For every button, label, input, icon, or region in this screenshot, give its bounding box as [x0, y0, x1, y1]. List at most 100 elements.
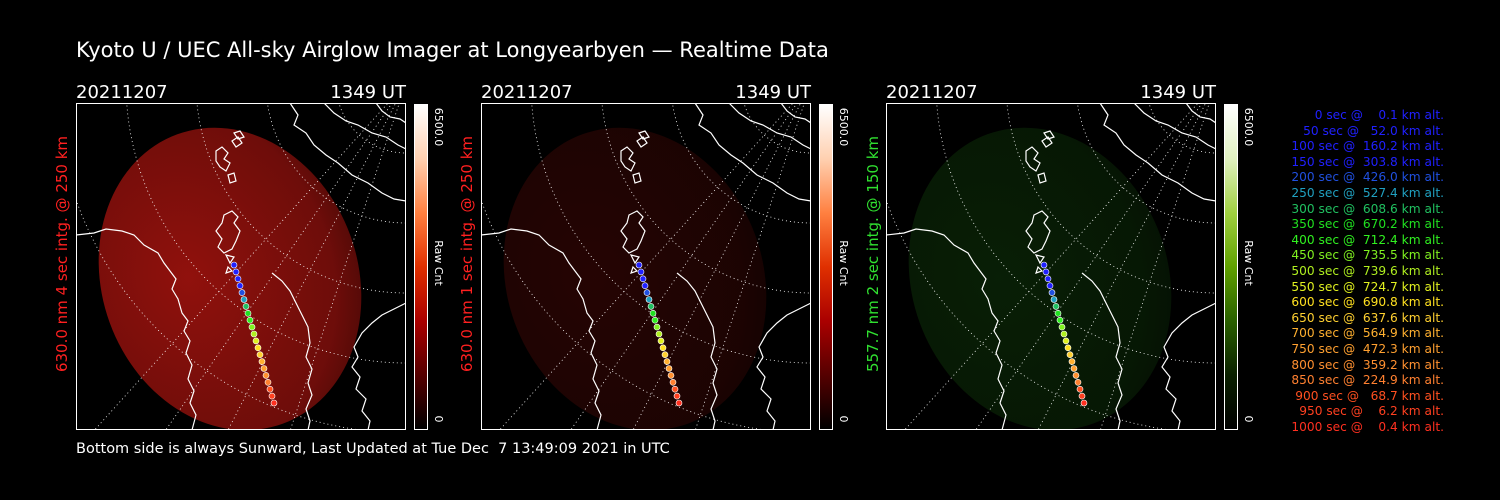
panel-2-map	[481, 103, 811, 430]
coastline	[756, 302, 811, 430]
coastline	[629, 254, 640, 265]
trajectory-point	[1076, 385, 1084, 393]
trajectory-point	[657, 337, 665, 345]
trajectory-point	[1062, 337, 1070, 345]
trajectory-point	[240, 296, 248, 303]
coastline	[351, 302, 406, 430]
coastline	[1161, 302, 1216, 430]
trajectory-point	[236, 282, 244, 289]
trajectory-point	[1040, 261, 1048, 269]
coastline	[780, 103, 811, 124]
longitude-grid-line	[1099, 103, 1210, 430]
legend-row: 250 sec @ 527.4 km alt.	[1291, 185, 1444, 200]
trajectory-point	[637, 268, 645, 276]
trajectory-point	[1054, 310, 1062, 317]
coastline	[76, 228, 197, 430]
coastline	[233, 130, 245, 140]
coastline	[1034, 254, 1045, 265]
longitude-grid-line	[694, 103, 805, 430]
trajectory-point	[248, 323, 256, 331]
legend-row: 500 sec @ 739.6 km alt.	[1291, 263, 1444, 278]
panel-3-colorbar	[1224, 104, 1238, 430]
map-frame	[886, 103, 1216, 430]
trajectory-point	[1058, 323, 1066, 331]
panel-2-colorbar-unit: Raw Cnt	[837, 240, 850, 286]
footer-status: Bottom side is always Sunward, Last Upda…	[76, 441, 670, 457]
panel-3-time: 1349 UT	[1140, 82, 1216, 103]
legend-row: 400 sec @ 712.4 km alt.	[1291, 232, 1444, 247]
trajectory-point	[663, 358, 671, 365]
coastline	[289, 103, 406, 202]
panel-3-colorbar-max: 6500.0	[1242, 107, 1255, 147]
panel-3-map	[886, 103, 1216, 430]
coastline	[1025, 210, 1051, 254]
panel-2-ylabel: 630.0 nm 1 sec intg. @ 250 km	[458, 135, 476, 373]
coastline	[620, 146, 636, 172]
legend-row: 650 sec @ 637.6 km alt.	[1291, 310, 1444, 325]
panel-2: 20211207 1349 UT	[481, 82, 811, 430]
trajectory-point	[1060, 330, 1068, 338]
trajectory-point	[673, 392, 681, 400]
coastline	[1081, 272, 1123, 430]
legend-row: 450 sec @ 735.5 km alt.	[1291, 248, 1444, 263]
coastline	[323, 103, 406, 150]
coastline	[676, 272, 718, 430]
trajectory-point	[645, 296, 653, 303]
trajectory-point	[1064, 344, 1072, 352]
legend-row: 1000 sec @ 0.4 km alt.	[1291, 419, 1444, 434]
coastline	[1043, 130, 1055, 140]
trajectory-point	[252, 337, 260, 345]
panel-2-colorbar-max: 6500.0	[837, 107, 850, 147]
panel-1-colorbar-unit: Raw Cnt	[432, 240, 445, 286]
trajectory-point	[266, 385, 274, 393]
trajectory-point	[262, 372, 270, 379]
coastline	[215, 210, 241, 254]
legend-row: 200 sec @ 426.0 km alt.	[1291, 170, 1444, 185]
coastline	[630, 265, 639, 274]
trajectory-point	[256, 351, 264, 358]
airglow-image	[98, 127, 362, 430]
trajectory-point	[635, 261, 643, 269]
panel-1-colorbar	[414, 104, 428, 430]
panel-2-time: 1349 UT	[735, 82, 811, 103]
trajectory-point	[1074, 378, 1082, 386]
legend-row: 0 sec @ 0.1 km alt.	[1314, 108, 1444, 122]
coastline	[1185, 103, 1216, 124]
legend-row: 850 sec @ 224.9 km alt.	[1291, 373, 1444, 388]
longitude-grid-line	[289, 103, 400, 430]
coastline	[224, 254, 235, 265]
panel-3: 20211207 1349 UT	[886, 82, 1216, 430]
legend-row: 600 sec @ 690.8 km alt.	[1291, 295, 1444, 310]
airglow-image	[908, 127, 1172, 430]
panel-1-colorbar-min: 0	[432, 415, 445, 423]
longitude-grid-line	[94, 103, 389, 430]
map-frame	[481, 103, 811, 430]
coastline	[231, 136, 243, 148]
panel-3-date: 20211207	[886, 82, 978, 103]
coastline	[1099, 103, 1216, 202]
trajectory-point	[264, 378, 272, 386]
legend-row: 800 sec @ 359.2 km alt.	[1291, 357, 1444, 372]
trajectory-point	[643, 289, 651, 296]
legend-row: 50 sec @ 52.0 km alt.	[1303, 123, 1444, 138]
panel-1-ylabel: 630.0 nm 4 sec intg. @ 250 km	[53, 135, 71, 373]
trajectory-point	[260, 365, 268, 372]
longitude-grid-line	[904, 103, 1199, 430]
panel-3-colorbar-unit: Raw Cnt	[1242, 240, 1255, 286]
coastline	[694, 103, 811, 202]
trajectory-point	[1056, 316, 1064, 324]
legend-row: 350 sec @ 670.2 km alt.	[1291, 217, 1444, 232]
trajectory-point	[230, 261, 238, 269]
trajectory-point	[1068, 358, 1076, 365]
trajectory-point	[639, 275, 647, 283]
trajectory-point	[671, 385, 679, 393]
coastline	[1133, 103, 1216, 150]
coastline	[481, 228, 602, 430]
trajectory-point	[1050, 296, 1058, 303]
trajectory-point	[667, 372, 675, 379]
panel-2-colorbar	[819, 104, 833, 430]
trajectory-point	[1048, 289, 1056, 296]
page-title: Kyoto U / UEC All-sky Airglow Imager at …	[76, 38, 829, 62]
trajectory-point	[242, 303, 250, 310]
longitude-grid-line	[499, 103, 794, 430]
